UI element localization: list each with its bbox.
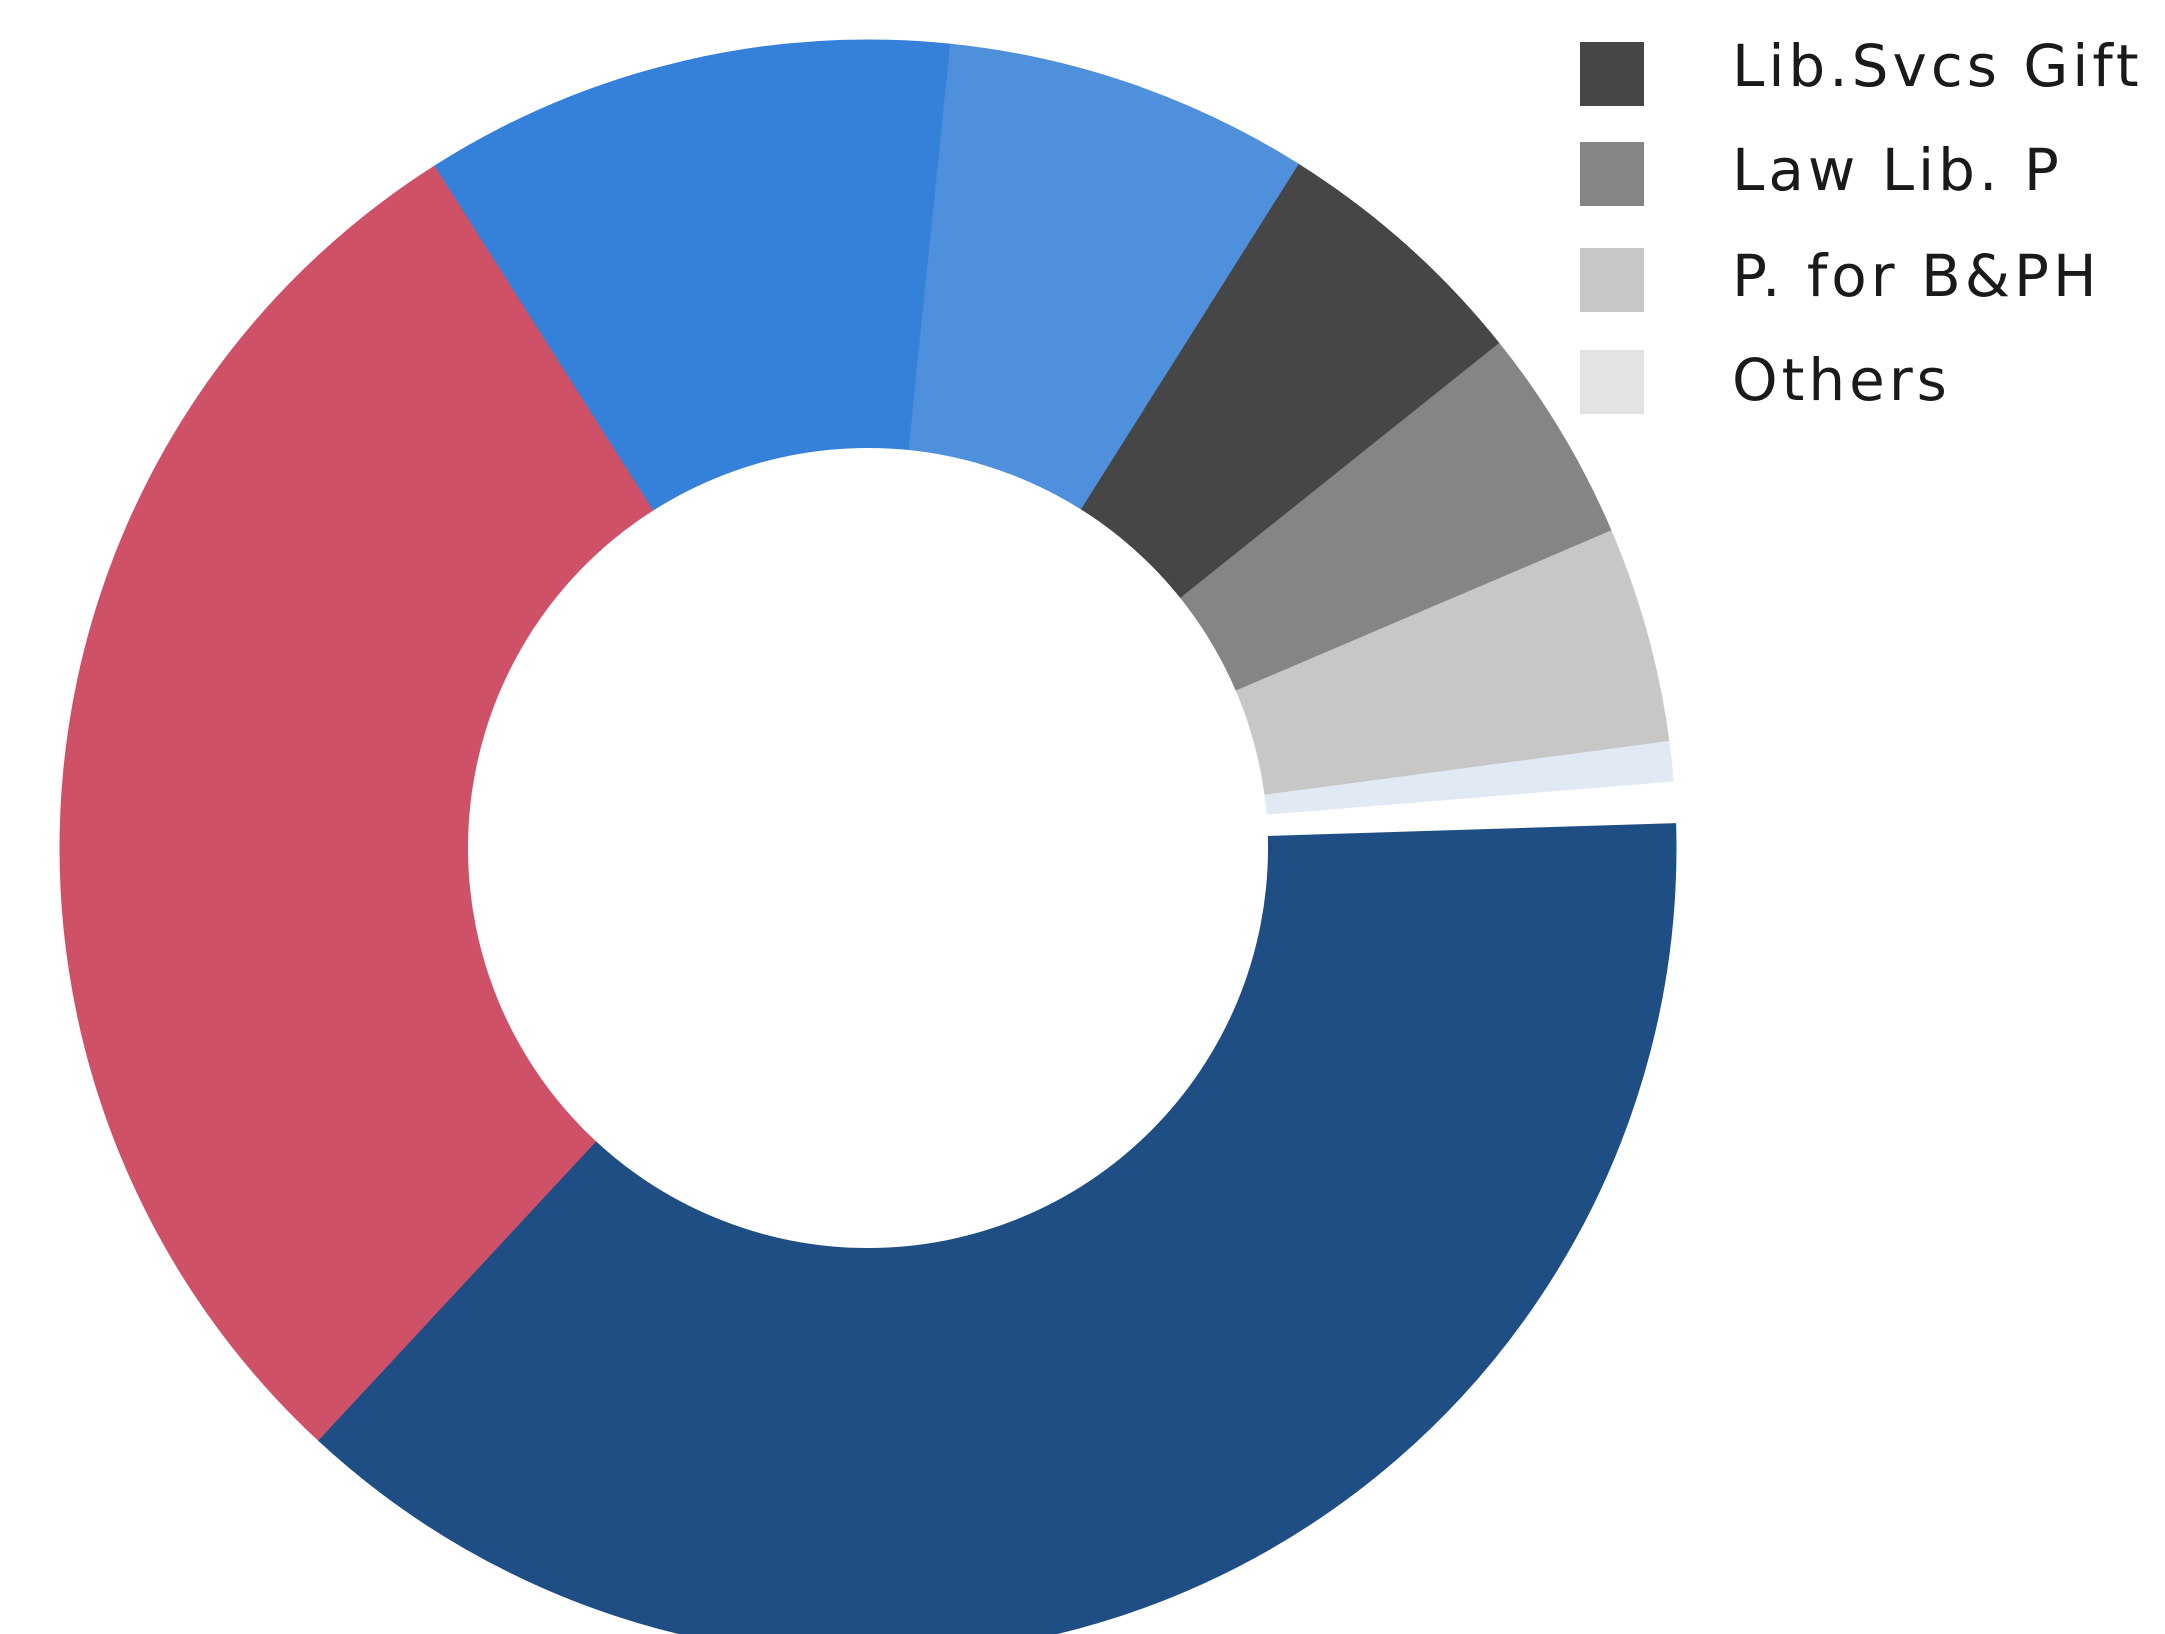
legend-label-p-for-bph: P. for B&PH [1732, 242, 2101, 310]
legend-label-others: Others [1732, 346, 1951, 414]
legend-swatch-p-for-bph [1580, 248, 1644, 312]
legend-item-others[interactable]: Others [1580, 346, 1951, 414]
legend-item-lib-svcs-gift[interactable]: Lib.Svcs Gift [1580, 32, 2143, 106]
donut-slice-slice-1[interactable] [59, 165, 869, 1441]
legend-label-lib-svcs-gift: Lib.Svcs Gift [1732, 32, 2143, 100]
legend-swatch-others [1580, 350, 1644, 414]
legend-swatch-lib-svcs-gift [1580, 42, 1644, 106]
donut-hole [468, 448, 1268, 1248]
legend-item-p-for-bph[interactable]: P. for B&PH [1580, 242, 2101, 312]
legend-label-law-lib-p: Law Lib. P [1732, 136, 2063, 204]
legend-swatch-law-lib-p [1580, 142, 1644, 206]
donut-slice-slice-0[interactable] [317, 822, 1677, 1634]
legend: Lib.Svcs Gift Law Lib. P P. for B&PH Oth… [1580, 32, 2143, 414]
legend-item-law-lib-p[interactable]: Law Lib. P [1580, 136, 2063, 206]
